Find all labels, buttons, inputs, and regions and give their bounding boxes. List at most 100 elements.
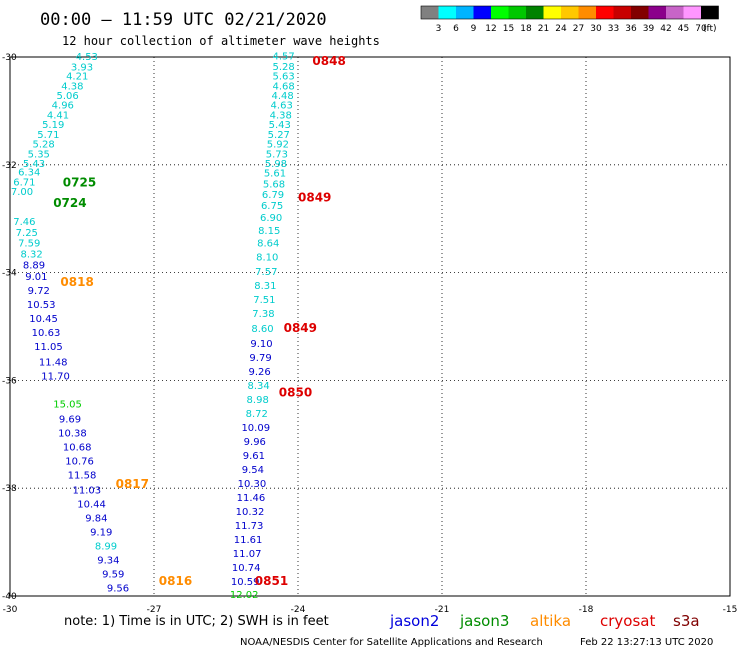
swh-value-label: 11.03 <box>72 486 101 497</box>
swh-value-label: 9.59 <box>102 570 124 581</box>
legend-swatch <box>491 6 509 19</box>
swh-value-label: 4.38 <box>270 110 292 121</box>
legend-label: 70 <box>695 24 707 34</box>
swh-value-label: 10.30 <box>238 479 267 490</box>
swh-value-label: 5.73 <box>266 149 288 160</box>
swh-value-label: 11.05 <box>34 342 63 353</box>
chart-subtitle: 12 hour collection of altimeter wave hei… <box>62 34 380 48</box>
satellite-label-jason3: jason3 <box>459 612 509 630</box>
swh-value-label: 10.53 <box>27 300 56 311</box>
swh-value-label: 7.57 <box>255 267 277 278</box>
swh-value-label: 4.96 <box>52 101 74 112</box>
swh-value-label: 5.28 <box>32 140 54 151</box>
track-time-label: 0849 <box>298 190 331 204</box>
swh-value-label: 7.46 <box>13 217 35 228</box>
swh-value-label: 8.89 <box>23 260 45 271</box>
legend-label: 18 <box>520 24 532 34</box>
swh-value-label: 4.63 <box>271 101 293 112</box>
swh-value-label: 11.61 <box>234 535 263 546</box>
swh-value-label: 11.73 <box>235 521 264 532</box>
legend-swatch <box>683 6 701 19</box>
swh-value-label: 9.54 <box>242 465 264 476</box>
swh-value-label: 5.19 <box>42 120 64 131</box>
legend-label: 36 <box>625 24 637 34</box>
y-tick-label: -34 <box>2 269 17 279</box>
swh-value-label: 12.02 <box>230 590 259 601</box>
plot-frame <box>9 56 731 597</box>
swh-value-label: 7.51 <box>253 295 275 306</box>
swh-value-label: 11.46 <box>237 493 266 504</box>
y-tick-label: -38 <box>2 484 17 494</box>
legend-swatch <box>631 6 649 19</box>
swh-value-label: 10.44 <box>77 500 106 511</box>
swh-value-label: 9.69 <box>59 414 81 425</box>
swh-value-label: 15.05 <box>53 399 82 410</box>
satellite-legend: jason2 jason3 altika cryosat s3a <box>389 612 700 630</box>
y-tick-label: -32 <box>2 161 17 171</box>
track-time-label: 0851 <box>255 574 288 588</box>
legend-swatch <box>701 6 719 19</box>
swh-value-label: 6.90 <box>260 213 282 224</box>
swh-value-label: 10.76 <box>65 456 94 467</box>
legend-label: 21 <box>538 24 549 34</box>
satellite-label-cryosat: cryosat <box>600 612 655 630</box>
satellite-label-altika: altika <box>530 612 571 630</box>
legend-swatch <box>613 6 631 19</box>
swh-value-label: 8.34 <box>248 381 270 392</box>
swh-value-label: 5.68 <box>263 179 285 190</box>
swh-value-label: 9.01 <box>25 272 47 283</box>
swh-value-label: 9.19 <box>90 528 112 539</box>
legend-label: 45 <box>678 24 689 34</box>
swh-value-label: 8.99 <box>95 542 117 553</box>
swh-value-label: 10.68 <box>63 442 92 453</box>
swh-value-label: 4.57 <box>272 52 294 63</box>
x-tick-label: -24 <box>291 605 306 615</box>
swh-value-label: 5.27 <box>268 130 290 141</box>
swh-value-label: 9.79 <box>249 353 271 364</box>
legend-swatch <box>666 6 684 19</box>
satellite-label-s3a: s3a <box>673 612 700 630</box>
swh-value-label: 6.71 <box>13 177 35 188</box>
legend-label: (ft) <box>703 24 717 34</box>
swh-value-label: 7.00 <box>11 187 33 198</box>
legend-swatch <box>526 6 544 19</box>
swh-value-label: 5.35 <box>28 149 50 160</box>
swh-value-label: 7.25 <box>16 228 38 239</box>
track-time-label: 0817 <box>116 477 149 491</box>
swh-value-label: 5.63 <box>272 72 294 83</box>
legend-label: 12 <box>485 24 496 34</box>
swh-value-label: 5.92 <box>267 140 289 151</box>
track-time-label: 0850 <box>279 386 312 400</box>
swh-value-label: 4.21 <box>66 72 88 83</box>
legend-swatch <box>438 6 456 19</box>
swh-value-label: 10.45 <box>29 314 58 325</box>
y-tick-label: -40 <box>2 592 17 602</box>
swh-value-label: 8.32 <box>20 250 42 261</box>
swh-value-label: 5.43 <box>269 120 291 131</box>
chart-title: 00:00 – 11:59 UTC 02/21/2020 <box>40 10 327 30</box>
swh-value-label: 4.38 <box>61 81 83 92</box>
satellite-label-jason2: jason2 <box>389 612 439 630</box>
x-tick-label: -27 <box>147 605 162 615</box>
legend-swatch <box>421 6 439 19</box>
swh-value-label: 9.84 <box>85 514 107 525</box>
legend-label: 33 <box>608 24 619 34</box>
legend-swatch <box>473 6 491 19</box>
footer-timestamp: Feb 22 13:27:13 UTC 2020 <box>580 637 713 648</box>
swh-value-label: 8.15 <box>258 226 280 237</box>
swh-value-label: 4.68 <box>272 81 294 92</box>
track-time-label: 0818 <box>60 275 93 289</box>
swh-value-label: 11.70 <box>41 371 70 382</box>
swh-value-label: 8.64 <box>257 239 279 250</box>
legend-label: 3 <box>436 24 442 34</box>
track-time-label: 0849 <box>284 321 317 335</box>
legend-label: 15 <box>503 24 514 34</box>
swh-value-label: 9.10 <box>250 339 272 350</box>
swh-value-label: 8.98 <box>247 395 269 406</box>
swh-value-label: 8.10 <box>256 253 278 264</box>
swh-value-label: 4.48 <box>272 91 294 102</box>
swh-value-label: 4.53 <box>76 52 98 63</box>
swh-value-label: 10.63 <box>32 328 61 339</box>
x-tick-label: -18 <box>579 605 594 615</box>
